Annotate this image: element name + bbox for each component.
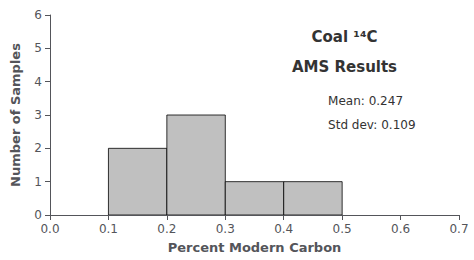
svg-text:3: 3 — [34, 108, 42, 122]
svg-text:5: 5 — [34, 41, 42, 55]
svg-text:2: 2 — [34, 141, 42, 155]
svg-text:0.4: 0.4 — [274, 222, 293, 236]
svg-text:0.5: 0.5 — [333, 222, 352, 236]
svg-text:Std dev: 0.109: Std dev: 0.109 — [328, 118, 415, 132]
svg-text:Number of Samples: Number of Samples — [8, 43, 23, 187]
svg-text:Percent Modern Carbon: Percent Modern Carbon — [168, 240, 342, 255]
svg-text:4: 4 — [34, 75, 42, 89]
svg-text:0.1: 0.1 — [99, 222, 118, 236]
svg-text:Mean: 0.247: Mean: 0.247 — [328, 94, 403, 108]
svg-text:0.6: 0.6 — [391, 222, 410, 236]
svg-text:0: 0 — [34, 208, 42, 222]
svg-text:0.3: 0.3 — [216, 222, 235, 236]
svg-text:0.2: 0.2 — [157, 222, 176, 236]
svg-text:0.7: 0.7 — [449, 222, 468, 236]
svg-text:AMS Results: AMS Results — [292, 58, 397, 76]
svg-text:0.0: 0.0 — [40, 222, 59, 236]
svg-text:6: 6 — [34, 8, 42, 22]
svg-text:Coal ¹⁴C: Coal ¹⁴C — [312, 28, 378, 46]
svg-text:1: 1 — [34, 175, 42, 189]
